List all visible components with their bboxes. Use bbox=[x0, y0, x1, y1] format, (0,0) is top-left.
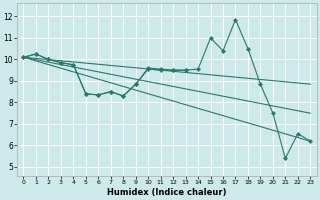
X-axis label: Humidex (Indice chaleur): Humidex (Indice chaleur) bbox=[107, 188, 227, 197]
